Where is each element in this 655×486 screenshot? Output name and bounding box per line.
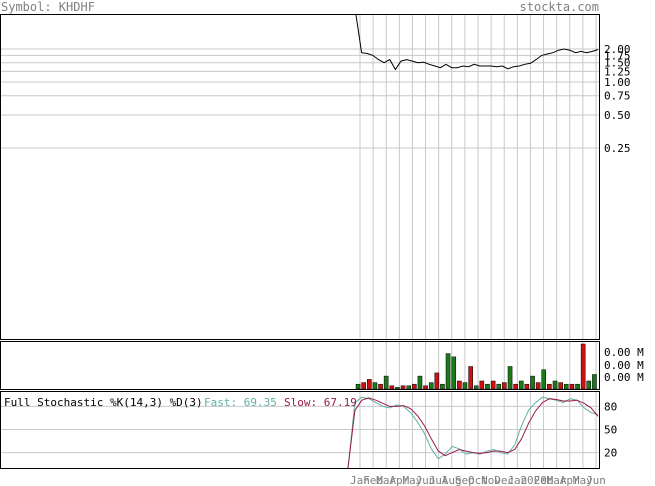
- x-tick-label: May: [573, 474, 593, 486]
- volume-bars: [355, 343, 597, 390]
- volume-bar: [372, 382, 378, 390]
- volume-bar: [580, 343, 586, 390]
- volume-bar: [457, 380, 462, 390]
- x-tick-label: Apr: [560, 474, 580, 486]
- stochastic-tick-label: 50: [604, 424, 617, 437]
- x-tick-label: Jan: [507, 474, 527, 486]
- volume-bar: [507, 366, 513, 390]
- volume-bar: [575, 383, 580, 390]
- price-tick-label: 0.25: [604, 142, 631, 155]
- volume-bar: [428, 382, 434, 390]
- x-tick-label: Mar: [547, 474, 567, 486]
- volume-bar: [383, 375, 389, 390]
- volume-bar: [462, 382, 468, 390]
- x-tick-label: Feb: [534, 474, 554, 486]
- volume-bar: [563, 383, 569, 390]
- x-tick-label: Nov: [481, 474, 501, 486]
- volume-bar: [406, 385, 412, 390]
- x-tick-label: Jun: [416, 474, 436, 486]
- volume-panel: [0, 341, 600, 390]
- volume-axis: 0.00 M0.00 M0.00 M: [604, 346, 644, 384]
- volume-tick-label: 0.00 M: [604, 359, 644, 372]
- volume-bar: [361, 382, 366, 390]
- x-tick-label: Feb: [363, 474, 383, 486]
- stochastic-tick-label: 20: [604, 447, 617, 460]
- x-tick-label: 2020: [520, 474, 547, 486]
- price-tick-label: 1.00: [604, 76, 631, 89]
- volume-bar: [496, 383, 502, 390]
- volume-bar: [558, 382, 563, 390]
- x-tick-label: Jul: [429, 474, 449, 486]
- volume-tick-label: 0.00 M: [604, 346, 644, 359]
- stochastic-label: Full Stochastic %K(14,3) %D(3): [4, 396, 203, 409]
- price-tick-label: 0.75: [604, 90, 631, 103]
- volume-bar: [524, 383, 530, 390]
- price-tick-label: 1.75: [604, 49, 631, 62]
- stochastic-axis: 80 50 20: [604, 400, 617, 459]
- volume-bar: [400, 385, 406, 390]
- stochastic-series: [347, 396, 599, 469]
- volume-bar: [367, 379, 372, 390]
- price-tick-label: 1.50: [604, 57, 631, 70]
- x-tick-label: Mar: [376, 474, 396, 486]
- price-line: [355, 14, 599, 71]
- x-tick-label: Apr: [389, 474, 409, 486]
- price-tick-label: 1.25: [604, 65, 631, 78]
- symbol-label: Symbol: KHDHF: [1, 0, 95, 14]
- stochastic-slow-line: [347, 397, 599, 469]
- x-tick-label: Sep: [455, 474, 475, 486]
- volume-bar: [530, 375, 535, 390]
- volume-bar: [535, 382, 541, 390]
- volume-bar: [440, 383, 445, 390]
- price-series: [355, 14, 599, 71]
- price-tick-label: 0.50: [604, 109, 631, 122]
- grid-lines: [1, 15, 599, 468]
- volume-bar: [423, 385, 428, 390]
- volume-bar: [518, 380, 524, 390]
- volume-bar: [485, 383, 490, 390]
- price-tick-label: 2.00: [604, 43, 631, 56]
- price-axis: 2.001.751.501.251.000.75 0.50 0.25: [604, 43, 631, 155]
- volume-bar: [355, 383, 361, 390]
- volume-bar: [479, 380, 485, 390]
- site-label: stockta.com: [520, 0, 599, 14]
- volume-bar: [445, 353, 451, 390]
- volume-bar: [569, 383, 575, 390]
- price-panel: [0, 14, 600, 340]
- volume-bar: [513, 383, 518, 390]
- volume-bar: [468, 366, 473, 390]
- fast-label: Fast: 69.35: [204, 396, 277, 409]
- x-tick-label: May: [402, 474, 422, 486]
- volume-bar: [502, 382, 507, 390]
- x-tick-label: Jun: [586, 474, 606, 486]
- volume-bar: [592, 374, 597, 390]
- x-tick-label: Dec: [494, 474, 514, 486]
- volume-bar: [552, 380, 558, 390]
- x-axis: JanFebMarAprMayJunJulAugSepOctNovDecJan2…: [350, 474, 606, 486]
- volume-bar: [389, 385, 395, 390]
- volume-bar: [395, 387, 400, 390]
- volume-tick-label: 0.00 M: [604, 371, 644, 384]
- slow-label: Slow: 67.19: [284, 396, 357, 409]
- volume-bar: [378, 383, 383, 390]
- volume-bar: [490, 380, 496, 390]
- volume-bar: [451, 356, 457, 390]
- volume-bar: [434, 372, 440, 390]
- stochastic-tick-label: 80: [604, 400, 617, 413]
- volume-bar: [547, 383, 552, 390]
- x-tick-label: Aug: [442, 474, 462, 486]
- x-tick-label: Jan: [350, 474, 370, 486]
- volume-bar: [417, 375, 423, 390]
- volume-bar: [473, 385, 479, 390]
- volume-bar: [412, 383, 417, 390]
- volume-bar: [541, 369, 547, 390]
- volume-bar: [586, 380, 592, 390]
- x-tick-label: Oct: [468, 474, 488, 486]
